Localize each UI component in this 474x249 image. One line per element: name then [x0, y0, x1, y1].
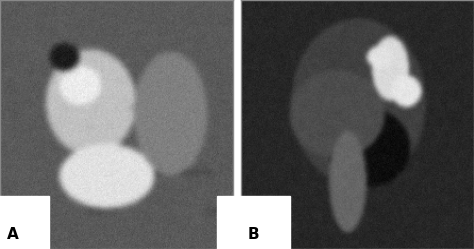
Text: A: A: [7, 227, 19, 242]
Text: B: B: [247, 227, 259, 242]
